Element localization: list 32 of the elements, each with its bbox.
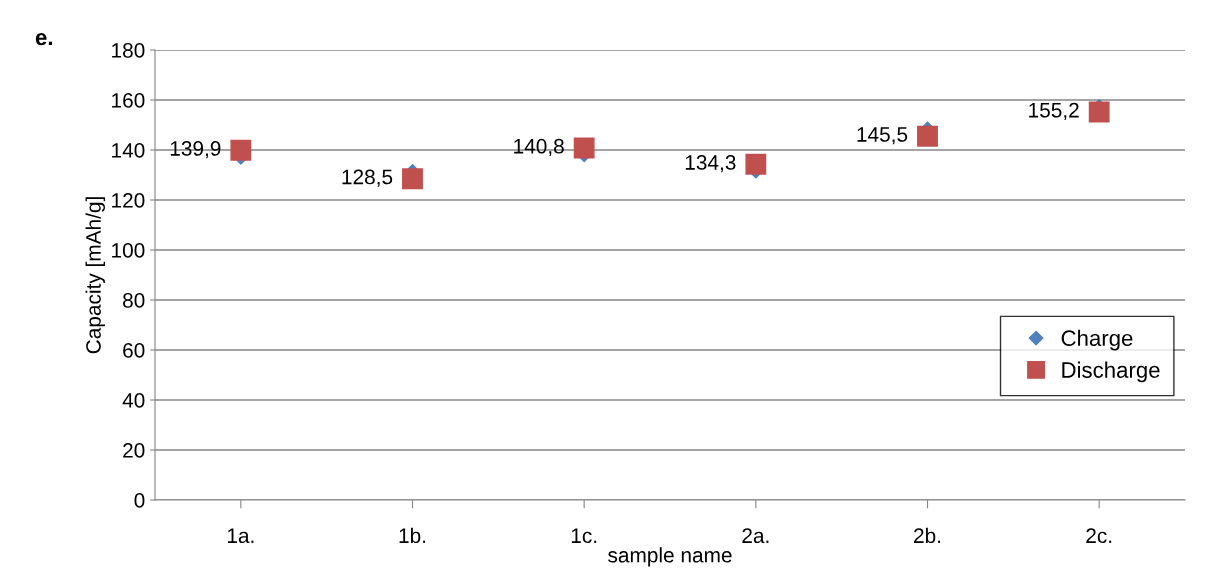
data-label: 134,3 — [685, 155, 736, 173]
point — [230, 139, 252, 161]
x-tick-label: 2c. — [1086, 528, 1112, 544]
data-label: 128,5 — [342, 169, 393, 187]
point — [402, 168, 423, 190]
data-label: 139,9 — [170, 141, 221, 159]
y-tick-label: 60 — [123, 343, 145, 358]
y-tick-label: 160 — [112, 93, 145, 108]
y-axis-title: Capacity [mAh/g] — [85, 197, 105, 354]
y-tick-label: 40 — [122, 393, 145, 408]
x-tick-label: 2b. — [914, 527, 941, 544]
y-tick-label: 180 — [112, 43, 145, 58]
y-tick-label: 140 — [112, 143, 145, 158]
x-axis-title: sample name — [608, 547, 732, 567]
data-label: 155,2 — [1029, 102, 1079, 121]
y-tick-label: 0 — [134, 493, 145, 508]
y-tick-label: 20 — [123, 443, 145, 458]
point — [917, 125, 938, 147]
data-label: 145,5 — [857, 127, 908, 145]
x-tick-label: 1a. — [227, 528, 254, 544]
point — [1088, 101, 1110, 123]
y-tick-label: 120 — [112, 193, 145, 208]
x-tick-label: 1c. — [571, 528, 597, 544]
data-label: 140,8 — [514, 138, 564, 157]
text: e. — [35, 33, 52, 46]
y-tick-label: 100 — [112, 243, 145, 258]
legend-label: Charge — [1061, 329, 1133, 351]
x-tick-label: 2a. — [742, 528, 769, 544]
point — [745, 153, 767, 175]
x-tick-label: 1b. — [399, 527, 426, 544]
y-tick-label: 80 — [123, 293, 145, 308]
legend-label: Discharge — [1062, 361, 1160, 383]
